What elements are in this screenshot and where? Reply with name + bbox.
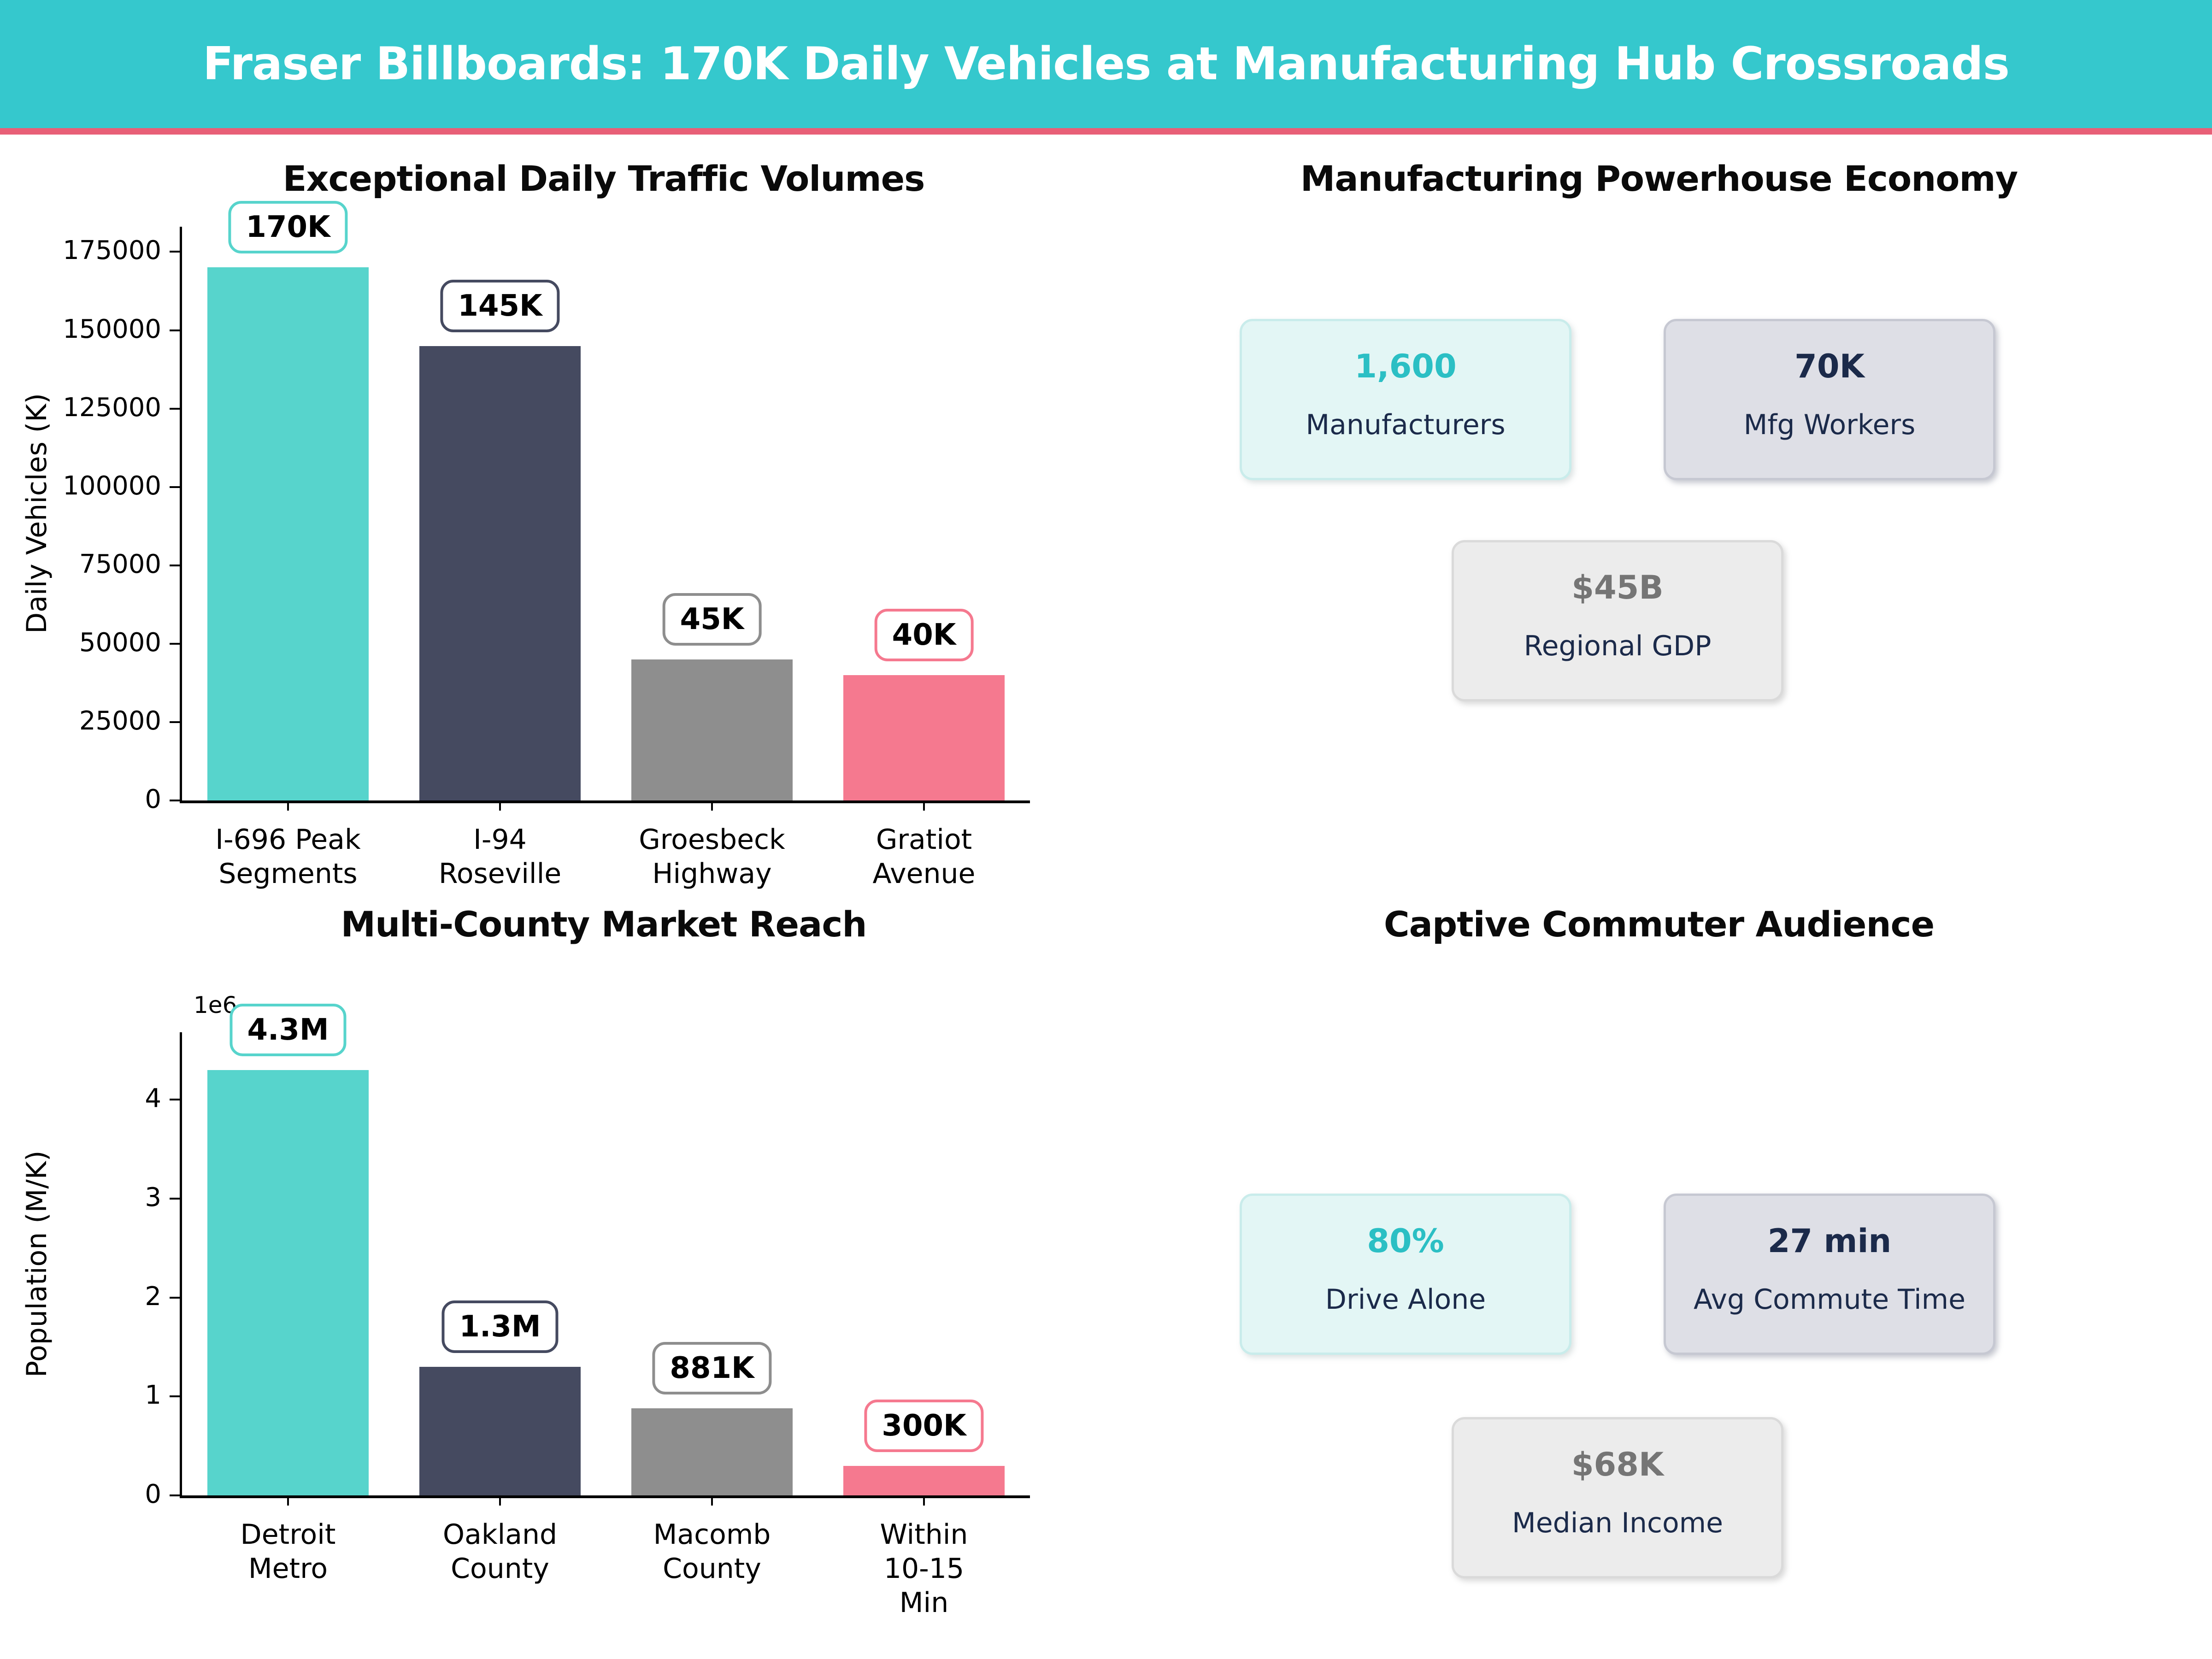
page-title: Fraser Billboards: 170K Daily Vehicles a… <box>202 38 2010 90</box>
bar-within-10-15-min <box>843 1465 1005 1495</box>
bar-groesbeck-highway <box>631 659 793 800</box>
traffic-plot-area: 0 25000 50000 75000 100000 125000 150000 175000… <box>63 201 1030 890</box>
y-tick-label: 25000 <box>79 706 161 736</box>
y-tick-label: 3 <box>145 1182 161 1212</box>
stat-card-manufacturers: 1,600 Manufacturers <box>1240 319 1571 480</box>
y-tick-mark <box>170 1099 180 1101</box>
bar-macomb-county <box>631 1408 793 1495</box>
y-tick-label: 100000 <box>63 471 161 501</box>
stat-label-regional-gdp: Regional GDP <box>1524 630 1712 662</box>
stat-card-avg-commute-time: 27 min Avg Commute Time <box>1664 1194 1995 1355</box>
x-tick-label-gratiot-avenue: Gratiot Avenue <box>872 824 976 890</box>
y-tick-mark <box>170 642 180 645</box>
x-tick-mark <box>711 1495 713 1506</box>
y-tick-mark <box>170 329 180 331</box>
x-tick-label-macomb-county: Macomb County <box>653 1518 771 1585</box>
bar-gratiot-avenue <box>843 675 1005 800</box>
header-banner: Fraser Billboards: 170K Daily Vehicles a… <box>0 0 2212 135</box>
y-tick-mark <box>170 251 180 253</box>
x-tick-mark <box>711 800 713 811</box>
economy-cards: 1,600 Manufacturers 70K Mfg Workers $45B Regi… <box>1106 135 2212 885</box>
bar-detroit-metro <box>207 1070 369 1495</box>
stat-value-avg-commute-time: 27 min <box>1767 1222 1892 1260</box>
stat-label-median-income: Median Income <box>1512 1507 1724 1539</box>
bar-i-696-peak-segments <box>207 267 369 800</box>
y-tick-mark <box>170 721 180 723</box>
y-tick-mark <box>170 407 180 410</box>
stat-label-manufacturers: Manufacturers <box>1306 409 1506 441</box>
y-tick-mark <box>170 1197 180 1200</box>
bar-value-badge-145k: 145K <box>440 279 560 332</box>
y-tick-mark <box>170 1296 180 1299</box>
stat-card-drive-alone: 80% Drive Alone <box>1240 1194 1571 1355</box>
traffic-chart-section: Exceptional Daily Traffic Volumes Daily … <box>0 135 1106 890</box>
market-chart-title: Multi-County Market Reach <box>341 903 867 945</box>
y-tick-label: 0 <box>145 1479 161 1509</box>
y-tick-label: 50000 <box>79 627 161 658</box>
bar-value-badge-1-3m: 1.3M <box>441 1300 559 1353</box>
y-tick-mark <box>170 486 180 488</box>
x-tick-label-i-94-roseville: I-94 Roseville <box>438 824 562 890</box>
stat-card-regional-gdp: $45B Regional GDP <box>1452 540 1783 701</box>
economy-panel-section: Manufacturing Powerhouse Economy 1,600 Ma… <box>1106 135 2212 885</box>
x-tick-label-within-10-15-min: Within 10-15 Min <box>880 1518 968 1619</box>
stat-value-drive-alone: 80% <box>1367 1222 1444 1260</box>
bar-value-badge-881k: 881K <box>652 1341 772 1394</box>
stat-value-mfg-workers: 70K <box>1794 347 1865 385</box>
bar-value-badge-4-3m: 4.3M <box>229 1003 347 1056</box>
stat-value-regional-gdp: $45B <box>1571 569 1664 606</box>
bar-value-badge-40k: 40K <box>874 608 974 661</box>
y-tick-label: 75000 <box>79 549 161 579</box>
stat-value-manufacturers: 1,600 <box>1354 347 1457 385</box>
y-tick-label: 175000 <box>63 235 161 266</box>
stat-card-median-income: $68K Median Income <box>1452 1417 1783 1578</box>
y-tick-label: 4 <box>145 1083 161 1114</box>
x-tick-label-groesbeck-highway: Groesbeck Highway <box>639 824 785 890</box>
bar-value-badge-170k: 170K <box>228 201 348 254</box>
y-tick-label: 150000 <box>63 314 161 344</box>
x-tick-mark <box>499 1495 501 1506</box>
stat-value-median-income: $68K <box>1571 1446 1664 1483</box>
bar-i-94-roseville <box>419 346 581 800</box>
x-tick-mark <box>923 800 925 811</box>
bar-oakland-county <box>419 1366 581 1495</box>
x-tick-label-detroit-metro: Detroit Metro <box>240 1518 336 1585</box>
x-tick-label-i-696-peak-segments: I-696 Peak Segments <box>215 824 361 890</box>
x-tick-mark <box>499 800 501 811</box>
stat-label-drive-alone: Drive Alone <box>1325 1283 1486 1316</box>
y-tick-label: 125000 <box>63 392 161 423</box>
x-tick-mark <box>923 1495 925 1506</box>
bar-value-badge-45k: 45K <box>662 593 762 646</box>
x-tick-mark <box>287 800 289 811</box>
commuter-cards: 80% Drive Alone 27 min Avg Commute Time $68K… <box>1106 885 2212 1659</box>
commuter-panel-title: Captive Commuter Audience <box>1383 903 1935 945</box>
x-tick-label-oakland-county: Oakland County <box>442 1518 558 1585</box>
stat-label-avg-commute-time: Avg Commute Time <box>1693 1283 1966 1316</box>
commuter-panel-section: Captive Commuter Audience 80% Drive Alone… <box>1106 885 2212 1659</box>
y-tick-mark <box>170 564 180 566</box>
y-tick-label: 0 <box>145 784 161 814</box>
traffic-chart-title: Exceptional Daily Traffic Volumes <box>282 158 925 199</box>
bar-value-badge-300k: 300K <box>864 1399 984 1452</box>
x-tick-mark <box>287 1495 289 1506</box>
y-tick-label: 1 <box>145 1380 161 1411</box>
y-tick-mark <box>170 1494 180 1496</box>
market-plot-area: 0 1 2 3 4 4.3M Detroit Metro 1.3M Oakland County… <box>145 1003 1030 1619</box>
y-tick-label: 2 <box>145 1281 161 1312</box>
economy-panel-title: Manufacturing Powerhouse Economy <box>1300 158 2018 199</box>
stat-label-mfg-workers: Mfg Workers <box>1743 409 1916 441</box>
stat-card-mfg-workers: 70K Mfg Workers <box>1664 319 1995 480</box>
y-tick-mark <box>170 1395 180 1398</box>
y-tick-mark <box>170 800 180 801</box>
market-chart-section: Multi-County Market Reach Population (M/… <box>0 885 1106 1659</box>
